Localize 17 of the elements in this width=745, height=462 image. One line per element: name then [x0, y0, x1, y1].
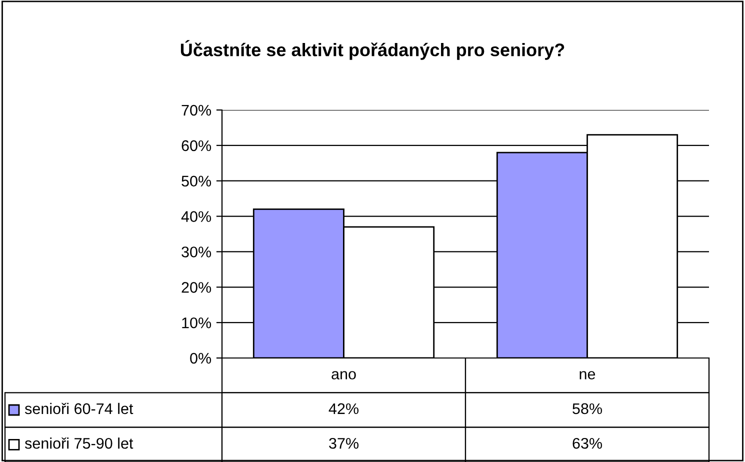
y-tick-label: 60%	[182, 140, 212, 152]
y-tick-label: 20%	[182, 282, 212, 293]
x-tick-label: ano	[332, 371, 356, 380]
data-label: 42%	[328, 403, 358, 414]
y-tick-label: 30%	[182, 246, 212, 258]
x-tick-label: ne	[580, 371, 596, 380]
y-tick-label: 40%	[181, 211, 212, 222]
y-tick-label: 0%	[190, 352, 212, 364]
y-tick-label: 10%	[182, 317, 212, 328]
y-tick-label: 70%	[182, 104, 212, 116]
y-tick-label: 50%	[182, 176, 212, 187]
chart-title: Účastníte se aktivit pořádaných pro seniory?	[180, 40, 564, 60]
data-label: 63%	[572, 438, 602, 449]
data-label: 37%	[329, 438, 358, 449]
legend-label: senioři 60-74 let	[24, 402, 134, 414]
legend-label: senioři 75-90 let	[24, 437, 134, 449]
data-label: 58%	[572, 403, 602, 414]
